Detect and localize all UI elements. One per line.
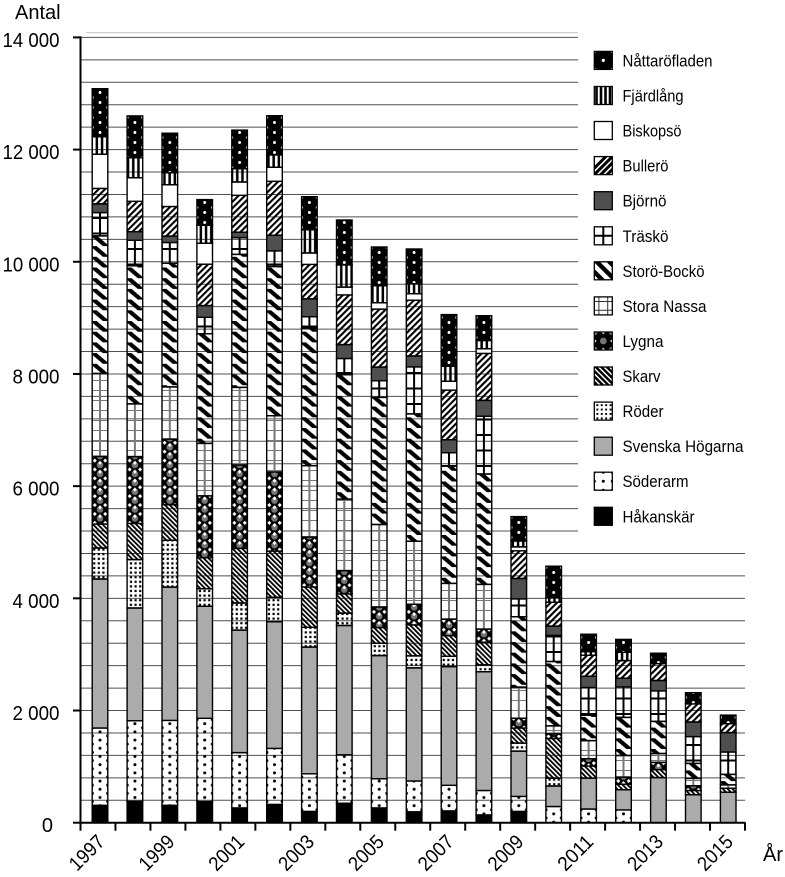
svg-text:12 000: 12 000 (3, 142, 60, 164)
svg-text:Bullerö: Bullerö (623, 157, 669, 176)
svg-text:Röder: Röder (623, 402, 664, 421)
svg-text:Skarv: Skarv (623, 367, 661, 386)
svg-text:Söderarm: Söderarm (623, 472, 689, 491)
svg-text:Svenska Högarna: Svenska Högarna (623, 437, 744, 456)
svg-text:10 000: 10 000 (3, 254, 60, 276)
svg-text:6 000: 6 000 (13, 479, 60, 501)
svg-text:14 000: 14 000 (3, 30, 60, 52)
svg-text:4 000: 4 000 (13, 591, 60, 613)
svg-text:Storö-Bockö: Storö-Bockö (623, 262, 705, 281)
svg-text:Biskopsö: Biskopsö (623, 122, 682, 141)
svg-text:2 000: 2 000 (13, 703, 60, 725)
svg-text:Lygna: Lygna (623, 332, 664, 351)
svg-text:Träskö: Träskö (623, 227, 669, 246)
svg-text:Fjärdlång: Fjärdlång (623, 87, 684, 106)
svg-text:0: 0 (42, 815, 53, 837)
svg-text:Nåttaröfladen: Nåttaröfladen (623, 51, 713, 70)
svg-text:Antal: Antal (15, 2, 61, 24)
svg-text:Stora Nassa: Stora Nassa (623, 297, 707, 316)
svg-text:Björnö: Björnö (623, 192, 667, 211)
svg-text:Håkanskär: Håkanskär (623, 507, 695, 526)
svg-text:År: År (763, 843, 783, 866)
svg-text:8 000: 8 000 (13, 367, 60, 389)
